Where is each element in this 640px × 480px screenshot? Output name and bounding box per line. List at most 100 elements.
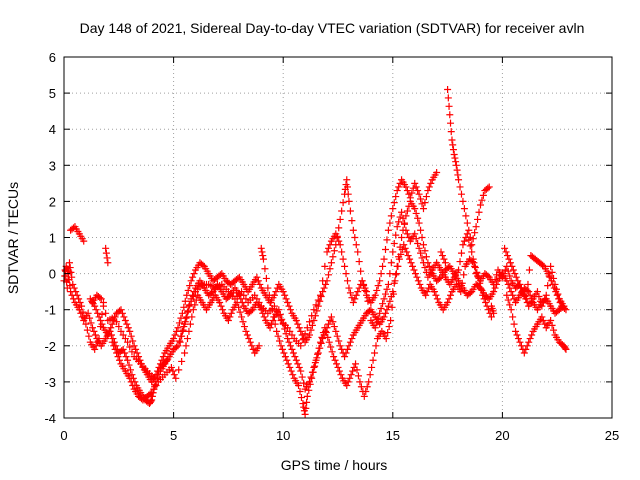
data-point <box>507 306 515 314</box>
data-point <box>414 214 422 222</box>
data-point <box>538 302 546 310</box>
data-point <box>322 329 330 337</box>
data-point <box>552 285 560 293</box>
data-point <box>539 261 547 269</box>
data-point <box>72 288 80 296</box>
data-point <box>326 265 334 273</box>
data-point <box>389 205 397 213</box>
data-point <box>415 190 423 198</box>
x-tick-label: 20 <box>495 428 509 443</box>
data-point <box>287 367 295 375</box>
data-point <box>148 389 156 397</box>
data-point <box>159 353 167 361</box>
y-tick-label: 0 <box>49 267 56 282</box>
data-point <box>97 295 105 303</box>
data-point <box>541 295 549 303</box>
data-point <box>390 240 398 248</box>
data-point <box>357 383 365 391</box>
data-point <box>91 302 99 310</box>
data-point <box>377 270 385 278</box>
data-point <box>154 367 162 375</box>
data-point <box>441 259 449 267</box>
data-point <box>504 252 512 260</box>
data-point <box>471 229 479 237</box>
data-point <box>366 371 374 379</box>
y-tick-label: -2 <box>44 339 56 354</box>
data-point <box>85 332 93 340</box>
data-point <box>415 219 423 227</box>
x-tick-label: 0 <box>60 428 67 443</box>
data-point <box>118 309 126 317</box>
data-point <box>407 259 415 267</box>
data-point <box>517 342 525 350</box>
data-point <box>294 320 302 328</box>
data-point <box>425 183 433 191</box>
data-point <box>224 317 232 325</box>
data-point <box>397 250 405 258</box>
data-point <box>440 255 448 263</box>
data-point <box>346 207 354 215</box>
data-point <box>421 247 429 255</box>
data-point <box>450 150 458 158</box>
data-point <box>239 318 247 326</box>
data-point <box>80 314 88 322</box>
data-point <box>550 274 558 282</box>
data-point <box>88 324 96 332</box>
data-point <box>514 335 522 343</box>
data-point <box>395 183 403 191</box>
data-point <box>457 190 465 198</box>
data-point <box>386 297 394 305</box>
data-point <box>463 219 471 227</box>
data-point <box>406 194 414 202</box>
data-point <box>386 270 394 278</box>
data-point <box>315 344 323 352</box>
data-point <box>335 367 343 375</box>
data-point <box>276 311 284 319</box>
data-point <box>352 360 360 368</box>
data-point <box>393 187 401 195</box>
data-point <box>316 338 324 346</box>
data-point <box>430 288 438 296</box>
data-point <box>533 288 541 296</box>
data-point <box>303 324 311 332</box>
data-point <box>400 220 408 228</box>
data-point <box>398 234 406 241</box>
data-point <box>73 291 81 299</box>
data-point <box>126 343 134 351</box>
data-point <box>174 324 182 332</box>
data-point <box>545 272 553 280</box>
data-point <box>339 255 347 263</box>
data-point <box>99 302 107 310</box>
data-point <box>282 330 290 338</box>
data-point <box>479 191 487 199</box>
data-point <box>184 286 192 294</box>
data-point <box>480 295 488 303</box>
data-point <box>542 291 550 299</box>
data-point <box>411 205 419 213</box>
data-point <box>303 392 311 400</box>
data-point <box>175 319 183 327</box>
data-point <box>91 345 99 353</box>
data-point <box>288 345 296 353</box>
data-point <box>163 356 171 364</box>
y-tick-label: 6 <box>49 50 56 65</box>
data-point <box>336 342 344 350</box>
data-point <box>121 317 129 325</box>
data-point <box>327 259 335 267</box>
data-point <box>310 306 318 314</box>
data-point <box>368 363 376 371</box>
data-point <box>504 280 512 288</box>
x-tick-label: 15 <box>386 428 400 443</box>
y-tick-label: -4 <box>44 411 56 426</box>
data-point <box>374 314 382 322</box>
data-point <box>409 262 417 270</box>
data-point <box>384 329 392 337</box>
data-point <box>522 295 530 303</box>
data-point <box>418 234 426 241</box>
data-point <box>509 266 517 274</box>
data-point <box>285 338 293 346</box>
data-point <box>83 326 91 334</box>
data-point <box>247 307 255 315</box>
data-point <box>299 400 307 408</box>
data-point <box>98 311 106 319</box>
